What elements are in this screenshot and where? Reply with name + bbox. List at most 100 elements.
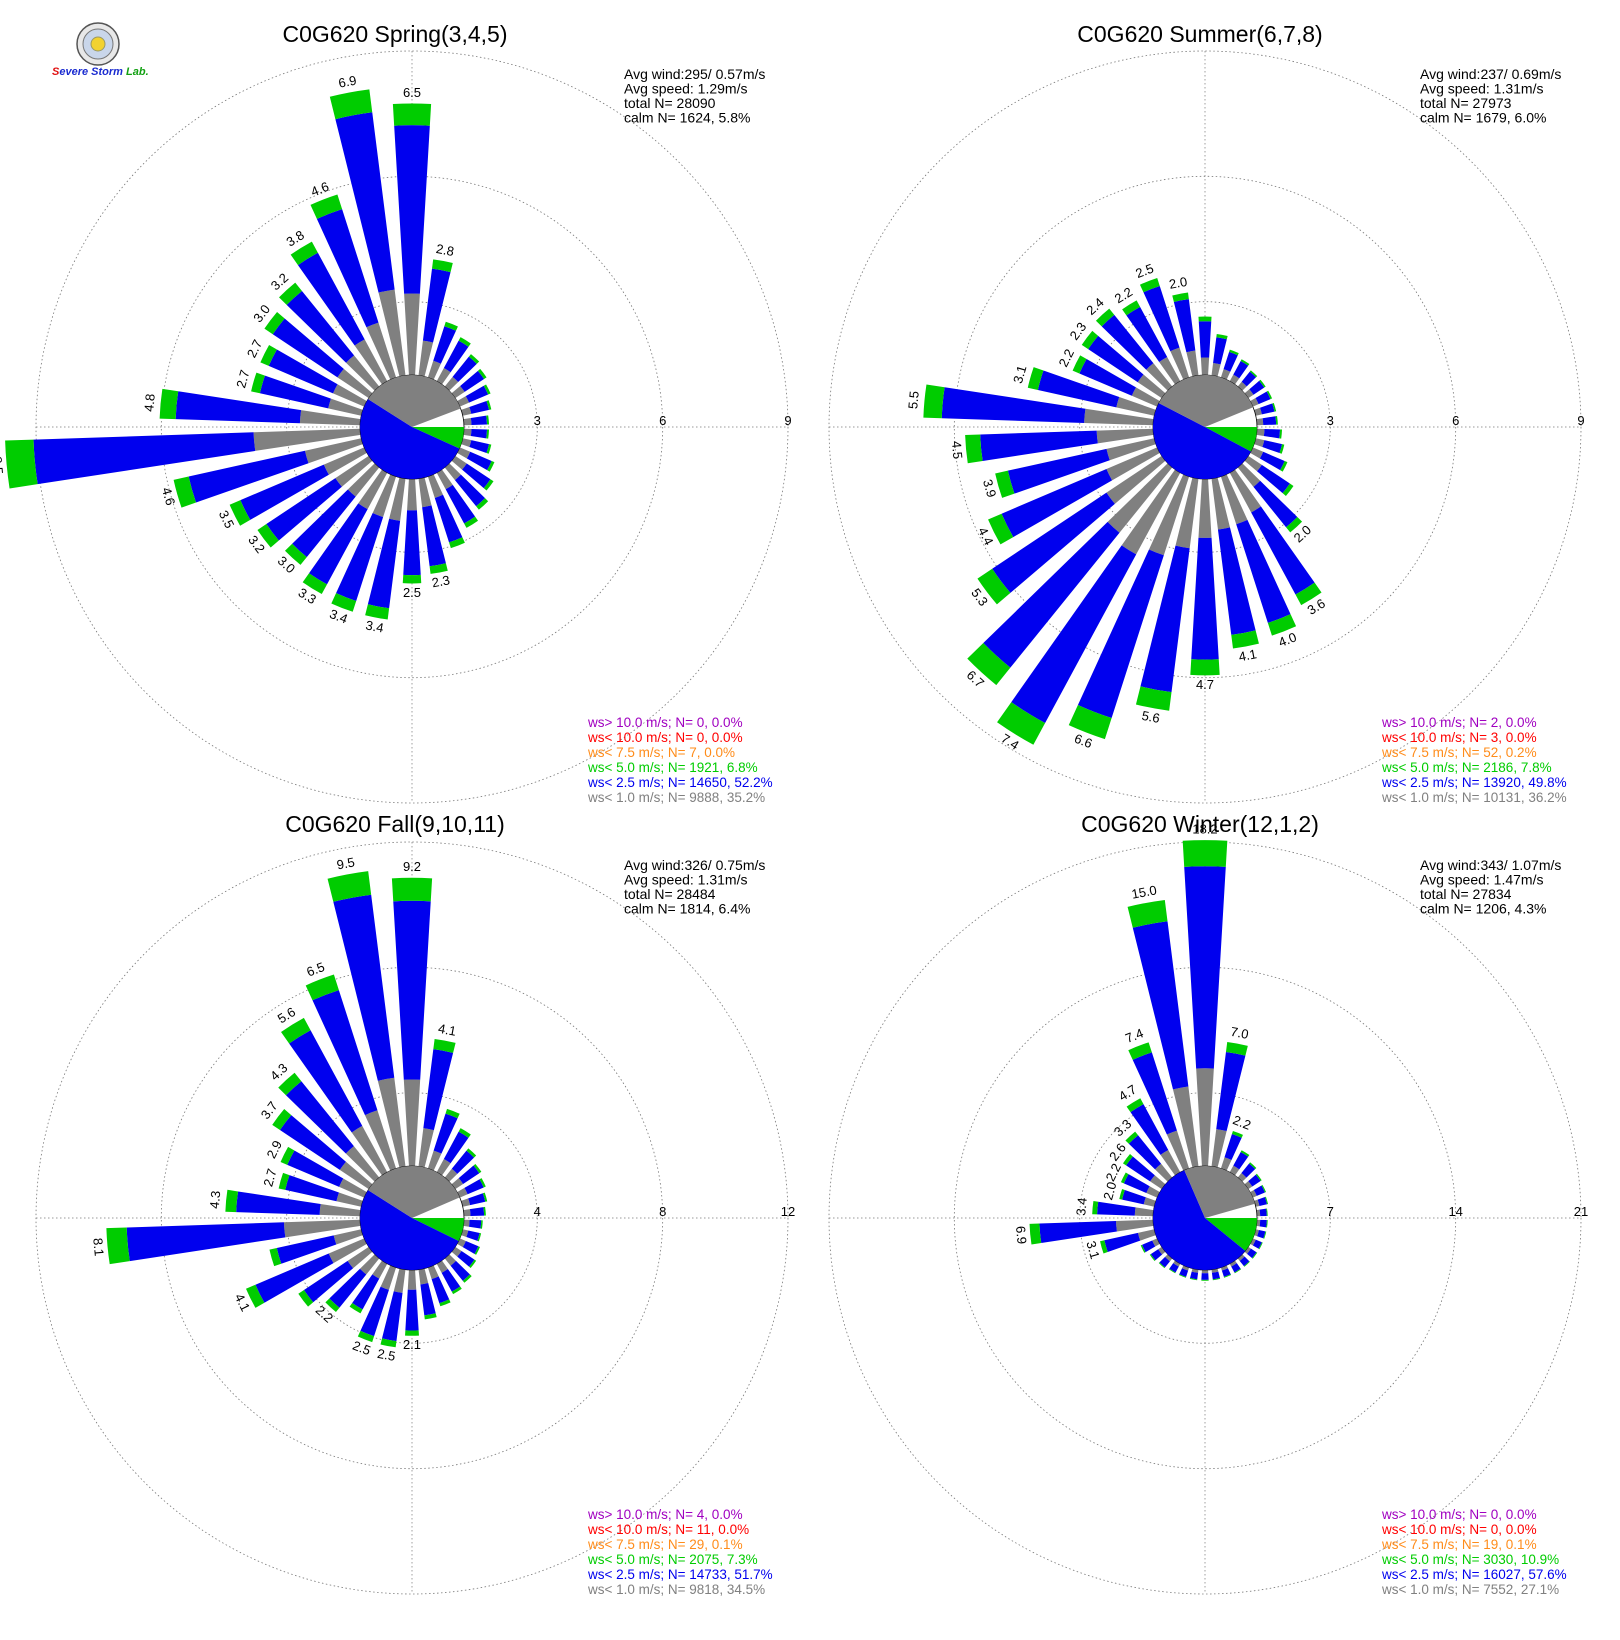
bar-segment-lt5 <box>479 1178 486 1188</box>
bar-segment-lt2_5 <box>445 484 476 524</box>
sector-value-label: 8.1 <box>90 1237 107 1256</box>
bar-segment-lt2_5 <box>1253 1185 1265 1196</box>
sector-value-label: 2.2 <box>1103 1161 1124 1184</box>
sector-value-label: 6.9 <box>1013 1225 1030 1244</box>
legend-entry: ws< 2.5 m/s; N= 13920, 49.8% <box>1381 775 1567 790</box>
bar-segment-lt5 <box>392 103 432 126</box>
bar-segment-lt1 <box>1186 350 1199 377</box>
bar-segment-lt1 <box>418 340 434 377</box>
stat-line: calm N= 1814, 6.4% <box>624 901 750 917</box>
bar-segment-lt2_5 <box>469 400 490 414</box>
bar-segment-lt5 <box>424 1313 437 1320</box>
bar-segment-lt5 <box>1178 1274 1187 1278</box>
bar-segment-lt2_5 <box>422 268 451 343</box>
bar-segment-lt2_5 <box>1260 403 1275 415</box>
bar-segment-lt1 <box>444 376 459 391</box>
sector-value-label: 2.2 <box>1112 284 1135 306</box>
bar-segment-lt5 <box>995 470 1015 498</box>
ring-tick-label: 6 <box>1452 413 1459 428</box>
bar-segment-lt1 <box>354 339 388 385</box>
legend-entry: ws< 7.5 m/s; N= 19, 0.1% <box>1381 1537 1537 1552</box>
bar-segment-lt1 <box>283 1219 361 1238</box>
bar-segment-lt1 <box>253 428 361 451</box>
logo-text: Severe Storm Lab. <box>52 66 149 78</box>
bar-segment-lt2_5 <box>443 340 469 373</box>
bar-segment-lt1 <box>1148 474 1190 556</box>
bar-segment-lt5 <box>483 384 491 395</box>
bar-segment-lt5 <box>327 871 372 902</box>
bar-segment-lt2_5 <box>175 391 302 424</box>
bar-segment-lt5 <box>290 241 318 266</box>
legend-entry: ws< 1.0 m/s; N= 9818, 34.5% <box>587 1582 765 1597</box>
bar-segment-lt2_5 <box>276 1235 337 1264</box>
bar-segment-lt5 <box>1125 1131 1139 1144</box>
bar-segment-lt2_5 <box>457 1251 475 1267</box>
bar-segment-lt2_5 <box>360 1286 389 1337</box>
bar-segment-lt1 <box>1250 1238 1256 1246</box>
bar-segment-lt5 <box>1120 1172 1129 1184</box>
bar-segment-lt5 <box>482 1192 488 1202</box>
bar-segment-lt2_5 <box>1132 921 1189 1090</box>
bar-segment-lt1 <box>1107 463 1173 533</box>
legend-entry: ws< 7.5 m/s; N= 29, 0.1% <box>587 1537 743 1552</box>
bar-segment-lt2_5 <box>431 1276 450 1304</box>
bar-segment-lt2_5 <box>303 1260 354 1303</box>
bar-segment-lt1 <box>1237 1254 1245 1261</box>
bar-segment-lt1 <box>461 406 472 416</box>
bar-segment-lt5 <box>1231 630 1259 649</box>
bar-segment-lt5 <box>305 974 339 1001</box>
ring-tick-label: 12 <box>781 1204 795 1219</box>
bar-segment-lt5 <box>365 604 390 620</box>
share-slice-lt1 <box>368 1166 460 1218</box>
bar-segment-lt1 <box>378 289 406 377</box>
sector-value-label: 6.6 <box>1072 731 1094 752</box>
bar-segment-lt5 <box>1240 1150 1250 1157</box>
bar-segment-lt2_5 <box>1262 416 1277 426</box>
bar-segment-lt5 <box>405 1330 419 1336</box>
stat-line: Avg speed: 1.31m/s <box>1420 81 1543 97</box>
bar-segment-lt5 <box>106 1227 130 1265</box>
sector-value-label: 4.0 <box>1276 629 1298 650</box>
bar-segment-lt5 <box>260 344 277 366</box>
bar-segment-lt2_5 <box>462 463 491 489</box>
sector-value-label: 3.5 <box>216 508 237 531</box>
bar-segment-lt1 <box>451 455 467 470</box>
share-slice-lt2_5 <box>360 1190 459 1270</box>
bar-segment-lt5 <box>272 1109 292 1131</box>
bar-segment-lt2_5 <box>1007 448 1110 494</box>
share-slice-lt1 <box>1184 1166 1256 1218</box>
bar-segment-lt5 <box>1258 1242 1263 1250</box>
bar-segment-lt2_5 <box>1248 1174 1261 1187</box>
bar-segment-lt1 <box>351 1125 388 1176</box>
bar-segment-lt5 <box>1140 1244 1146 1253</box>
bar-segment-lt2_5 <box>1224 1133 1242 1160</box>
bar-segment-lt2_5 <box>268 349 338 394</box>
sector-value-label: 4.1 <box>437 1021 458 1039</box>
bar-segment-lt1 <box>463 418 472 426</box>
sector-value-label: 18.2 <box>1192 822 1217 837</box>
bar-segment-lt1 <box>1198 478 1212 538</box>
share-slice-lt5 <box>412 427 464 449</box>
bar-segment-lt2_5 <box>1259 1219 1267 1228</box>
bar-segment-lt1 <box>461 1198 471 1207</box>
bar-segment-lt5 <box>1255 1173 1262 1181</box>
sector-value-label: 8.5 <box>0 456 6 475</box>
bar-segment-lt1 <box>457 447 471 459</box>
bar-segment-lt5 <box>1072 355 1087 374</box>
bar-segment-lt2_5 <box>466 451 492 471</box>
bar-segment-lt5 <box>1280 460 1288 472</box>
bar-segment-lt1 <box>358 469 388 510</box>
bar-segment-lt5 <box>1027 367 1044 390</box>
bar-segment-lt1 <box>1220 1265 1228 1271</box>
bar-segment-lt5 <box>325 1298 340 1313</box>
bar-segment-lt5 <box>997 702 1046 745</box>
sector-value-label: 6.5 <box>304 959 326 980</box>
bar-segment-lt1 <box>1160 1150 1181 1176</box>
bar-segment-lt2_5 <box>126 1222 286 1262</box>
bar-segment-lt2_5 <box>469 1207 485 1217</box>
bar-segment-lt1 <box>1137 374 1166 399</box>
bar-segment-lt2_5 <box>382 1291 403 1342</box>
bar-segment-lt2_5 <box>1142 1240 1156 1253</box>
bar-segment-lt5 <box>444 321 458 331</box>
bar-segment-lt1 <box>346 355 380 391</box>
